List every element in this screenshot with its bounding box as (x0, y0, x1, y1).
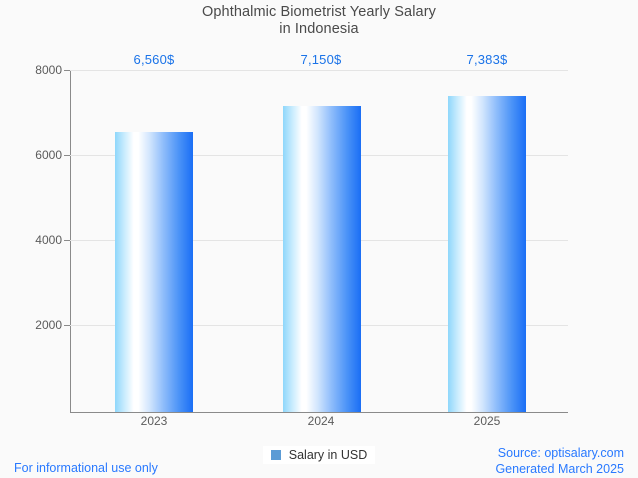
y-tick-mark-4000 (64, 240, 70, 241)
y-tick-label-6000: 6000 (35, 148, 62, 162)
y-tick-label-8000: 8000 (35, 63, 62, 77)
chart-title: Ophthalmic Biometrist Yearly Salary in I… (0, 4, 638, 38)
source-text: Source: optisalary.com (497, 446, 624, 460)
y-tick-mark-6000 (64, 155, 70, 156)
bar-2024[interactable] (283, 106, 361, 412)
generated-date-text: Generated March 2025 (495, 462, 624, 476)
chart-legend: Salary in USD (0, 446, 638, 464)
y-tick-mark-8000 (64, 70, 70, 71)
x-tick-label-2024: 2024 (307, 414, 335, 428)
data-label-2025: 7,383$ (466, 52, 508, 67)
source-block: Source: optisalary.com Generated March 2… (495, 445, 624, 477)
x-tick-label-2023: 2023 (140, 414, 168, 428)
disclaimer-text: For informational use only (14, 461, 158, 475)
legend-item-salary-in-usd[interactable]: Salary in USD (262, 446, 376, 464)
legend-label: Salary in USD (288, 448, 368, 462)
data-label-2024: 7,150$ (300, 52, 342, 67)
x-axis-line (70, 412, 568, 413)
y-tick-mark-2000 (64, 325, 70, 326)
y-tick-label-4000: 4000 (35, 233, 62, 247)
bar-2025[interactable] (448, 96, 526, 412)
x-tick-label-2025: 2025 (473, 414, 501, 428)
chart-title-line-1: Ophthalmic Biometrist Yearly Salary (202, 4, 436, 20)
legend-swatch-icon (270, 450, 281, 460)
y-axis-labels: 8000 6000 4000 2000 (0, 0, 62, 478)
data-label-2023: 6,560$ (133, 52, 175, 67)
bar-2023[interactable] (115, 131, 193, 412)
plot-area (70, 70, 568, 412)
y-tick-label-2000: 2000 (35, 318, 62, 332)
gridline-8000 (70, 70, 568, 71)
chart-title-line-2: in Indonesia (279, 21, 359, 37)
y-axis-line (70, 70, 71, 413)
